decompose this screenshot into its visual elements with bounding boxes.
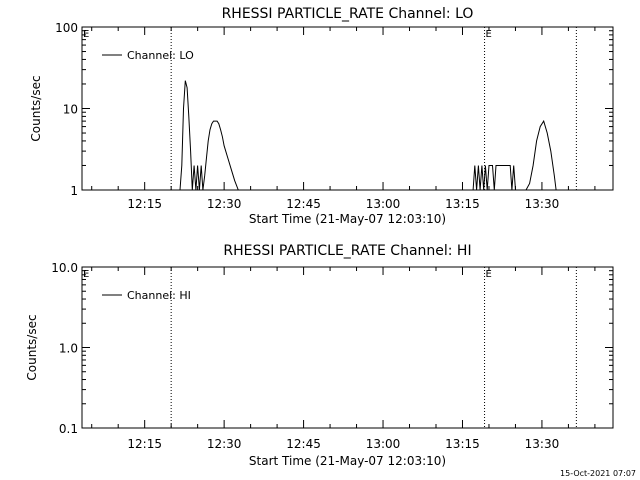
y-tick-label: 1 [70,184,78,198]
corner-label: E [83,269,89,280]
legend-entry: Channel: LO [127,49,194,62]
x-axis-label: Start Time (21-May-07 12:03:10) [249,212,446,226]
corner-label: E [83,29,89,40]
time-marker-label: E [486,29,492,40]
chart-title: RHESSI PARTICLE_RATE Channel: LO [222,6,474,22]
x-tick-label: 13:00 [366,197,401,211]
x-tick-label: 12:15 [127,437,162,451]
y-tick-label: 0.1 [59,422,78,436]
x-tick-label: 12:15 [127,197,162,211]
timestamp: 15-Oct-2021 07:07 [560,469,636,478]
y-tick-label: 100 [55,21,78,35]
y-axis-label: Counts/sec [25,314,39,380]
time-marker-label: E [486,269,492,280]
y-tick-label: 10.0 [51,261,78,275]
x-tick-label: 12:45 [286,437,321,451]
x-tick-label: 13:30 [525,197,560,211]
x-tick-label: 13:30 [525,437,560,451]
x-tick-label: 13:15 [445,197,480,211]
x-tick-label: 12:30 [207,197,242,211]
chart-title: RHESSI PARTICLE_RATE Channel: HI [223,243,471,259]
y-tick-label: 10 [63,103,78,117]
y-axis-label: Counts/sec [29,75,43,141]
y-tick-label: 1.0 [59,342,78,356]
x-axis-label: Start Time (21-May-07 12:03:10) [249,454,446,468]
series-line [179,80,246,191]
x-tick-label: 12:45 [286,197,321,211]
series-line [472,119,557,191]
x-tick-label: 12:30 [207,437,242,451]
legend-entry: Channel: HI [127,289,191,302]
x-tick-label: 13:00 [366,437,401,451]
x-tick-label: 13:15 [445,437,480,451]
